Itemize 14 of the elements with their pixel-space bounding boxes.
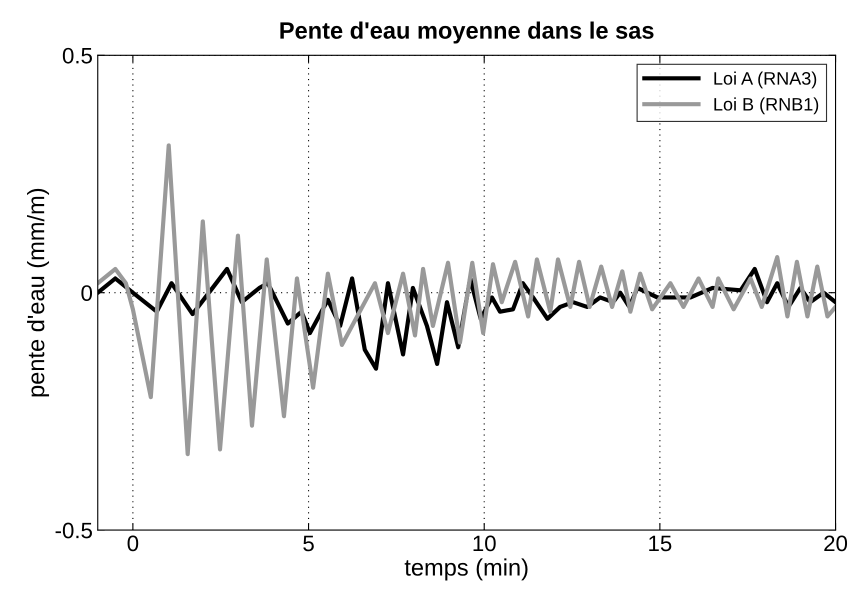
chart-title: Pente d'eau moyenne dans le sas <box>280 22 654 44</box>
legend-label: Loi A (RNA3) <box>714 72 816 88</box>
x-tick-label: 5 <box>303 536 314 552</box>
x-axis-title: temps (min) <box>404 558 528 580</box>
x-tick-label: 15 <box>649 536 672 552</box>
y-tick-label: 0.5 <box>62 48 92 64</box>
line-series <box>98 143 836 456</box>
y-tick-label: 0 <box>81 285 92 301</box>
x-tick-label: 10 <box>474 536 496 552</box>
x-tick-label: 0 <box>128 536 138 552</box>
x-tick-label: 20 <box>824 536 848 552</box>
y-tick-label: -0.5 <box>56 522 92 538</box>
y-axis-title: pente d'eau (mm/m) <box>27 188 50 396</box>
legend-label: Loi B (RNB1) <box>714 97 818 114</box>
